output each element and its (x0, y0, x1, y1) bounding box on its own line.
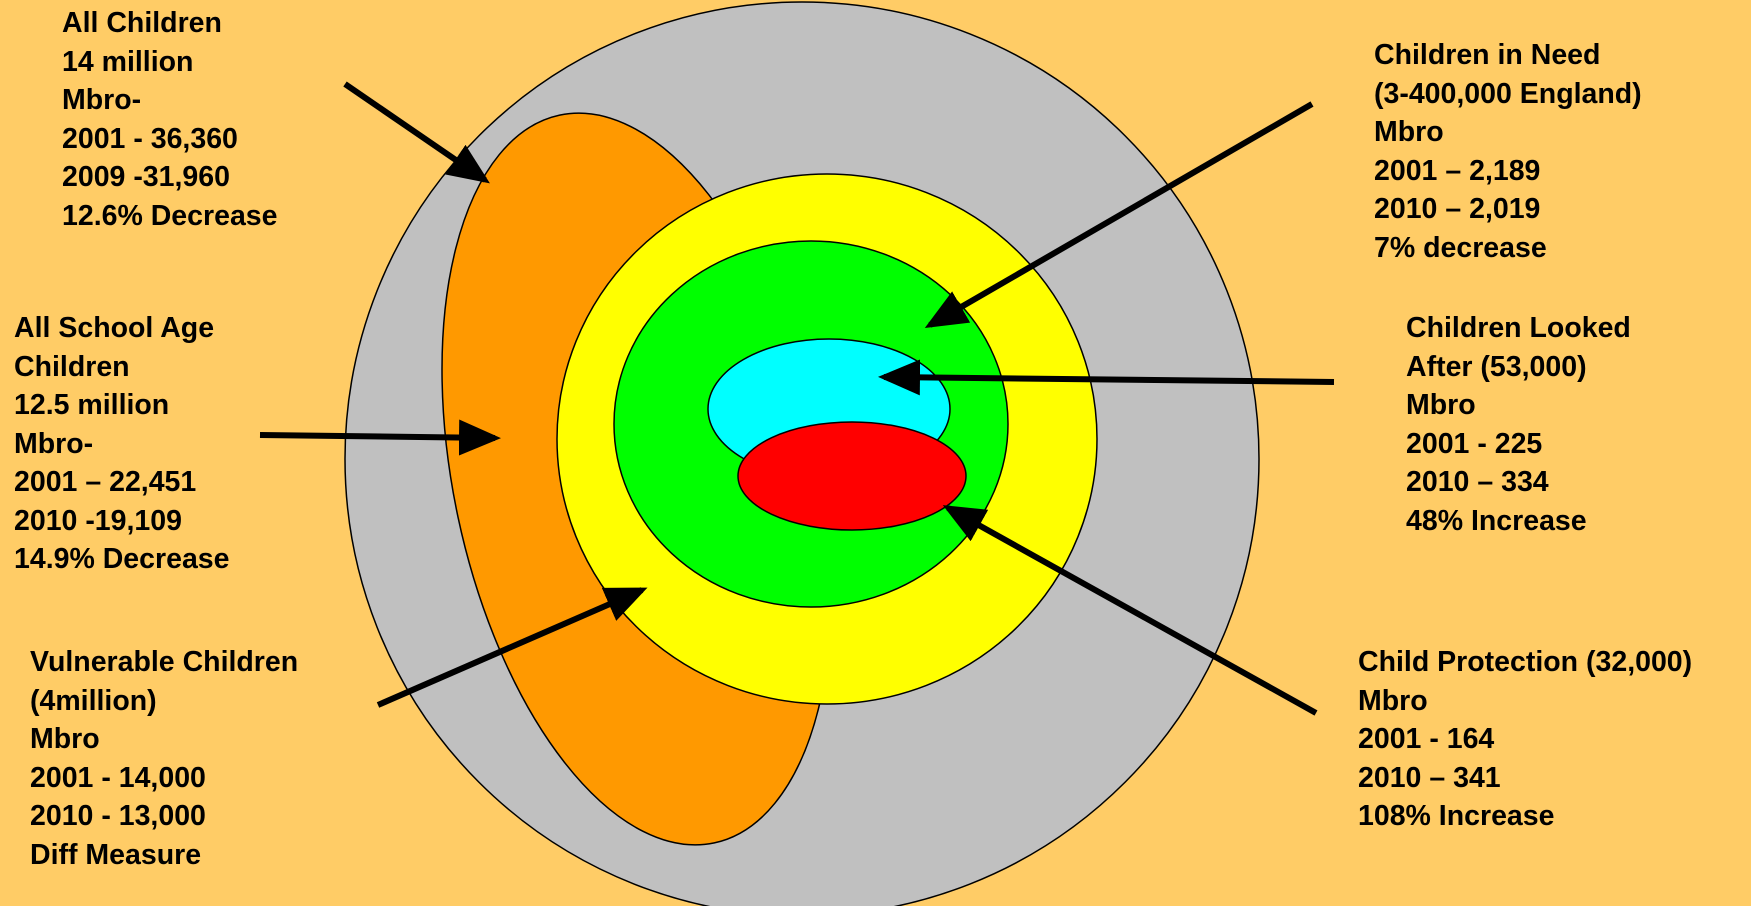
label-vulnerable-children: Vulnerable Children (4million) Mbro 2001 - … (30, 643, 298, 874)
label-line: Mbro (1358, 684, 1428, 717)
label-line: 2010 – 334 (1406, 466, 1549, 498)
label-line: After (53,000) (1406, 350, 1587, 383)
label-line: 48% Increase (1406, 504, 1587, 537)
label-line: (4million) (30, 684, 157, 717)
arrow-vulnerable (376, 587, 648, 708)
label-line: Vulnerable Children (30, 646, 299, 678)
label-school-age: All School Age Children 12.5 million Mbro- 2… (14, 309, 230, 579)
label-line: Children (14, 350, 130, 383)
label-line: Child Protection (32,000) (1358, 646, 1693, 678)
label-line: 2010 – 2,019 (1374, 193, 1541, 225)
label-line: Mbro- (62, 84, 142, 116)
label-children-in-need: Children in Need (3-400,000 England) Mbro 2… (1374, 36, 1642, 267)
label-line: Children in Need (1374, 39, 1601, 71)
label-all-children: All Children 14 million Mbro- 2001 - 36,360… (62, 4, 278, 235)
label-line: Diff Measure (30, 838, 202, 871)
arrow-school-age (259, 419, 501, 456)
label-line: 2001 - 164 (1358, 723, 1495, 755)
label-line: 2010 - 13,000 (30, 800, 206, 832)
arrow-all-children (343, 81, 490, 184)
label-line: Children Looked (1406, 312, 1631, 344)
label-line: 2001 – 2,189 (1374, 154, 1541, 187)
label-line: 12.5 million (14, 389, 170, 421)
label-line: 7% decrease (1374, 231, 1547, 264)
label-line: Mbro (30, 723, 100, 755)
label-line: 2001 - 36,360 (62, 122, 238, 155)
label-child-protection: Child Protection (32,000) Mbro 2001 - 164 2… (1358, 643, 1692, 836)
label-line: Mbro (1374, 116, 1444, 148)
label-line: All Children (62, 7, 222, 39)
label-line: Mbro (1406, 389, 1476, 421)
label-line: 108% Increase (1358, 800, 1555, 832)
label-line: 2001 – 22,451 (14, 466, 197, 498)
label-line: All School Age (14, 312, 215, 344)
label-line: 2010 -19,109 (14, 504, 182, 537)
arrow-child-protection (942, 505, 1318, 716)
arrow-children-in-need (924, 101, 1314, 329)
label-line: 14.9% Decrease (14, 543, 230, 575)
label-line: 2001 - 225 (1406, 427, 1543, 460)
label-line: 2010 – 341 (1358, 761, 1501, 794)
label-line: Mbro- (14, 427, 94, 460)
label-line: 2001 - 14,000 (30, 761, 206, 794)
arrow-looked-after (878, 359, 1335, 396)
label-line: 14 million (62, 45, 194, 78)
label-line: (3-400,000 England) (1374, 77, 1642, 110)
label-line: 2009 -31,960 (62, 161, 230, 193)
label-children-looked-after: Children Looked After (53,000) Mbro 2001 - … (1406, 309, 1631, 540)
child-protection-ellipse (737, 421, 967, 531)
label-line: 12.6% Decrease (62, 199, 278, 232)
